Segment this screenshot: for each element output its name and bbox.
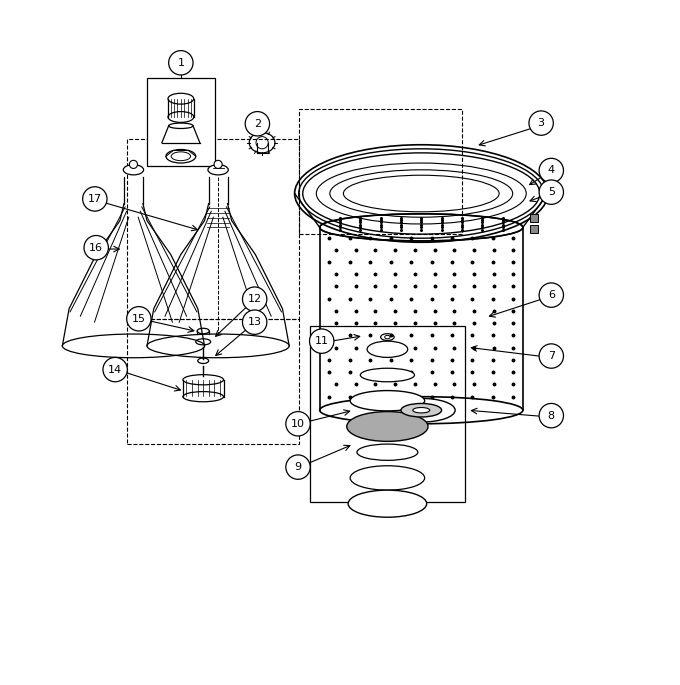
Ellipse shape [350,466,424,490]
Ellipse shape [388,399,455,422]
Text: 11: 11 [315,336,328,346]
Bar [309,325,465,501]
Circle shape [126,307,151,331]
Ellipse shape [123,164,143,175]
Text: 2: 2 [254,119,261,129]
Text: 6: 6 [548,290,555,300]
Ellipse shape [350,390,424,411]
Circle shape [83,187,107,211]
Circle shape [539,283,564,308]
Circle shape [103,358,127,382]
Text: 9: 9 [294,462,301,472]
Text: 13: 13 [248,317,262,327]
Text: 17: 17 [88,194,102,204]
Circle shape [286,455,310,480]
Ellipse shape [413,408,430,413]
Text: 8: 8 [547,410,555,421]
Bar [126,319,299,444]
Ellipse shape [208,164,228,175]
Ellipse shape [401,403,441,417]
Bar [126,139,299,319]
Circle shape [169,51,193,75]
Ellipse shape [348,490,426,517]
Circle shape [309,329,334,353]
Ellipse shape [360,369,415,382]
Text: 1: 1 [177,58,184,68]
Circle shape [539,180,564,204]
Circle shape [84,236,108,260]
Bar [147,78,215,166]
Circle shape [529,111,554,135]
Circle shape [214,160,222,169]
Circle shape [243,310,267,334]
Ellipse shape [367,341,408,358]
Circle shape [243,287,267,312]
Ellipse shape [357,444,418,460]
Text: 15: 15 [132,314,146,324]
Circle shape [245,112,269,136]
Bar [299,109,462,234]
Circle shape [539,344,564,369]
Text: 7: 7 [547,351,555,361]
Text: 14: 14 [108,364,122,375]
Text: 4: 4 [547,166,555,175]
Text: 3: 3 [538,118,545,128]
Circle shape [539,403,564,428]
Circle shape [539,158,564,183]
Text: 12: 12 [248,294,262,304]
Bar [530,214,538,222]
Text: 5: 5 [548,187,555,197]
Circle shape [286,412,310,436]
Text: 10: 10 [291,419,305,429]
Bar [530,225,538,233]
Text: 16: 16 [89,242,103,253]
Ellipse shape [347,412,428,441]
Circle shape [129,160,137,169]
